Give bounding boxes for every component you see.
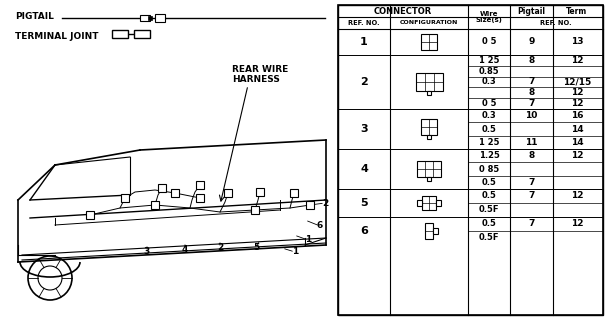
Text: 8: 8 [528,56,535,65]
Bar [417,161,441,177]
Text: 0.5: 0.5 [482,124,497,133]
Text: 0.5F: 0.5F [479,234,499,243]
Bar [433,228,438,234]
Text: 3: 3 [144,247,150,257]
Bar [0,0,336,320]
Text: Pigtail: Pigtail [517,6,546,15]
Text: CONNECTOR: CONNECTOR [374,6,432,15]
Text: REF. NO.: REF. NO. [540,20,571,26]
Bar [306,201,314,209]
Text: 0.3: 0.3 [482,111,496,120]
Bar [134,30,150,38]
Bar [427,91,431,95]
Text: Wire
Size(s): Wire Size(s) [476,11,502,23]
Bar [196,194,204,202]
Text: 3: 3 [360,124,368,134]
Text: REAR WIRE: REAR WIRE [232,65,288,74]
Text: 7: 7 [528,99,535,108]
Text: 7: 7 [528,77,535,86]
Text: 1: 1 [360,37,368,47]
Text: 0 85: 0 85 [479,164,499,173]
Bar [338,5,603,315]
Bar [421,34,437,50]
Text: 11: 11 [525,138,538,147]
Text: 1: 1 [305,236,311,244]
Text: 8: 8 [528,151,535,160]
Text: 5: 5 [253,244,259,252]
Text: 7: 7 [528,178,535,187]
Text: 10: 10 [525,111,538,120]
Text: 0.85: 0.85 [479,67,499,76]
Bar [151,201,159,209]
Text: TERMINAL JOINT: TERMINAL JOINT [15,32,99,41]
Bar [416,73,442,91]
Text: REF. NO.: REF. NO. [348,20,380,26]
Text: 1 25: 1 25 [479,56,499,65]
Text: 1 25: 1 25 [479,138,499,147]
Text: 0.5F: 0.5F [479,205,499,214]
Text: 14: 14 [571,124,583,133]
Bar [112,30,128,38]
Bar [251,206,259,214]
Text: 0.5: 0.5 [482,220,497,228]
Bar [427,135,431,139]
Text: 0.5: 0.5 [482,191,497,201]
Text: 9: 9 [528,37,535,46]
Bar [421,119,437,135]
Text: Term: Term [566,6,587,15]
Bar [140,15,150,21]
Text: 6: 6 [317,221,323,230]
Text: 2: 2 [217,244,223,252]
Text: 6: 6 [360,226,368,236]
Text: 1.25: 1.25 [479,151,500,160]
Text: 4: 4 [360,164,368,174]
Text: 7: 7 [528,220,535,228]
Bar [256,188,264,196]
Text: 8: 8 [528,88,535,97]
Bar [196,181,204,189]
Bar [171,189,179,197]
Text: HARNESS: HARNESS [232,75,280,84]
Bar [417,200,422,206]
Bar [224,189,232,197]
Text: 4: 4 [182,245,188,254]
Text: 1: 1 [292,247,298,257]
Text: 2: 2 [322,198,328,207]
Bar [148,16,152,20]
Text: 12: 12 [571,220,583,228]
Text: 5: 5 [360,198,368,208]
Text: CONFIGURATION: CONFIGURATION [400,20,458,26]
Text: 0.5: 0.5 [482,178,497,187]
Text: 12: 12 [571,151,583,160]
Bar [425,223,433,239]
Bar [86,211,94,219]
Text: 13: 13 [571,37,583,46]
Text: 14: 14 [571,138,583,147]
Text: 7: 7 [528,191,535,201]
Bar [158,184,166,192]
Bar [427,177,431,181]
Text: 0.3: 0.3 [482,77,496,86]
Bar [422,196,436,210]
Text: 12: 12 [571,56,583,65]
Bar [155,14,165,22]
Text: 0 5: 0 5 [482,37,496,46]
Bar [290,189,298,197]
Bar [436,200,441,206]
Text: PIGTAIL: PIGTAIL [15,12,54,21]
Text: 2: 2 [360,77,368,87]
Bar [338,5,603,315]
Text: 12: 12 [571,191,583,201]
Text: 12: 12 [571,99,583,108]
Bar [121,194,129,202]
Text: 12: 12 [571,88,583,97]
Text: 12/15: 12/15 [563,77,591,86]
Text: 0 5: 0 5 [482,99,496,108]
Text: 16: 16 [571,111,583,120]
